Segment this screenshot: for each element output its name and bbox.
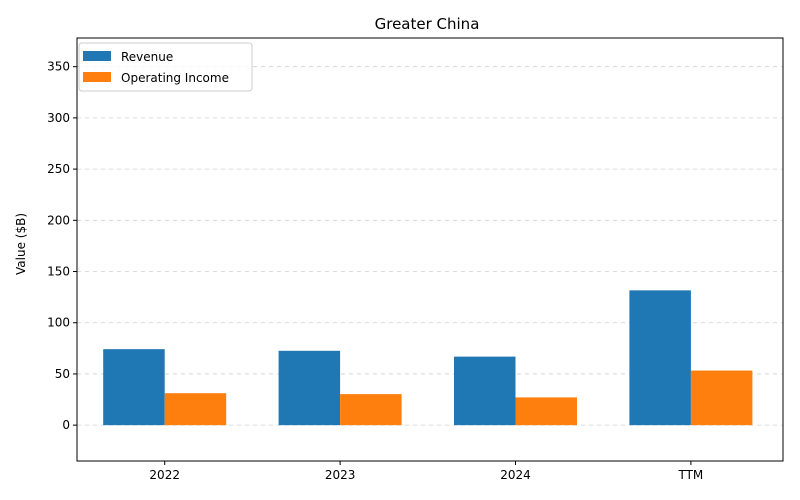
bar-operating-income [164,393,227,426]
x-tick-label: TTM [677,468,703,482]
bar-operating-income [515,397,577,426]
y-tick-label: 300 [47,111,70,125]
legend-box [78,42,253,92]
y-axis-label: Value ($B) [14,213,28,275]
x-tick-label: 2022 [149,468,180,482]
y-tick-label: 200 [47,213,70,227]
bar-revenue [278,350,341,426]
y-tick-label: 350 [47,60,70,74]
bar-operating-income [340,394,402,426]
bars [103,290,753,426]
bar-operating-income [690,370,753,426]
legend-label: Operating Income [121,71,229,85]
bar-revenue [103,349,165,426]
bar-revenue [629,290,691,426]
x-tick-label: 2023 [325,468,356,482]
y-tick-label: 0 [62,418,70,432]
legend: Revenue Operating Income [78,42,253,92]
y-tick-label: 250 [47,162,70,176]
legend-swatch [83,72,111,82]
plot-frame [76,37,784,462]
x-ticks: 2022 2023 2024 TTM [149,461,703,482]
y-tick-label: 50 [55,367,70,381]
chart-title: Greater China [375,15,480,33]
bar-revenue [454,356,516,426]
legend-label: Revenue [121,50,173,64]
y-ticks: 0 50 100 150 200 250 300 350 [47,60,77,432]
x-tick-label: 2024 [500,468,531,482]
legend-swatch [83,51,111,61]
grid-lines [77,66,783,426]
y-tick-label: 150 [47,265,70,279]
y-tick-label: 100 [47,316,70,330]
